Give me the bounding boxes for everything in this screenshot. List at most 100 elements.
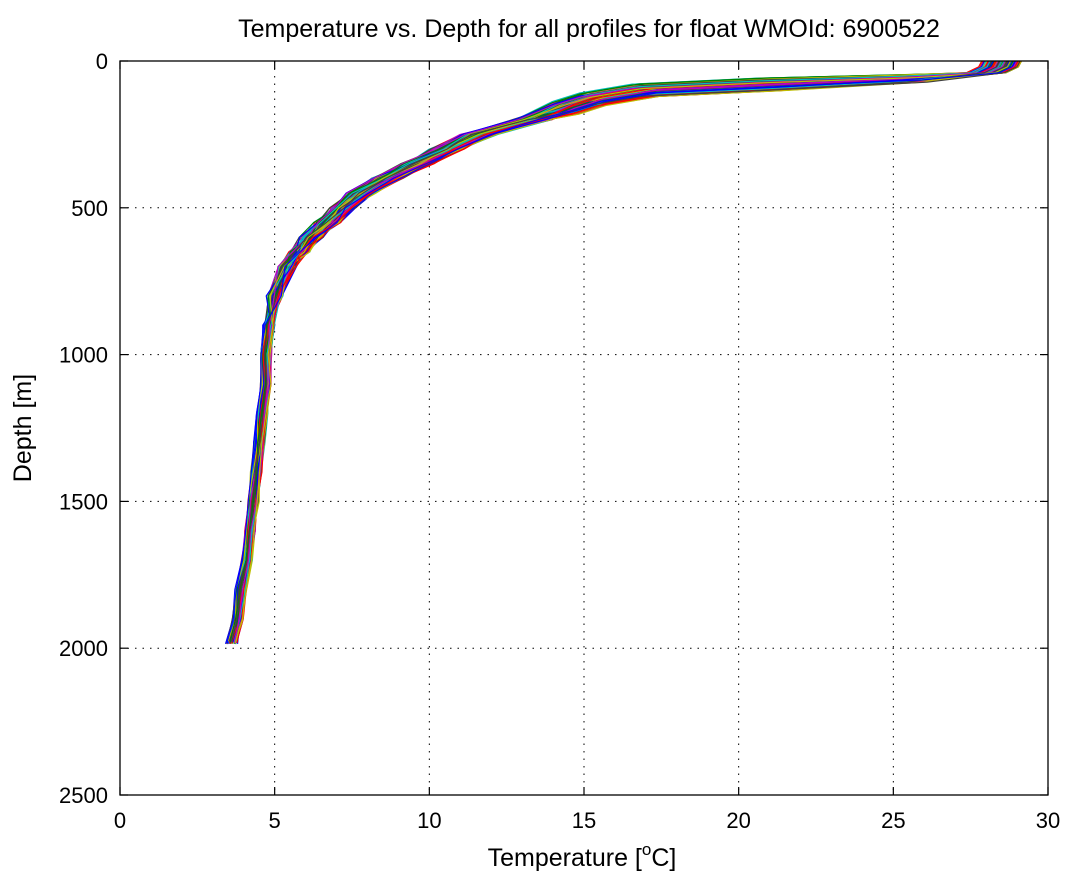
profile-line <box>235 60 993 641</box>
profile-line <box>234 60 1000 643</box>
profile-line <box>232 60 1008 644</box>
profile-line <box>227 60 999 644</box>
profile-line <box>229 60 996 643</box>
x-tick-label: 25 <box>881 808 905 833</box>
profile-line <box>231 60 996 644</box>
profile-line <box>226 60 993 645</box>
profile-line <box>230 60 984 643</box>
profile-line <box>229 60 1035 642</box>
profile-line <box>234 60 1015 645</box>
profile-line <box>236 60 1001 643</box>
profile-line <box>229 60 1021 643</box>
profile-line <box>227 60 1026 644</box>
profile-line <box>230 60 987 642</box>
y-tick-label: 1000 <box>59 343 108 368</box>
x-tick-label: 30 <box>1036 808 1060 833</box>
profile-line <box>232 60 1006 641</box>
x-axis-title: Temperature [oC] <box>488 840 677 872</box>
profile-line <box>233 60 1035 641</box>
profile-line <box>233 60 1015 643</box>
profile-line <box>235 60 1035 641</box>
profile-line <box>235 60 983 641</box>
y-tick-label: 1500 <box>59 489 108 514</box>
profile-line <box>234 60 998 643</box>
profile-line <box>231 60 1020 643</box>
profile-line <box>233 60 991 644</box>
profile-line <box>235 60 1005 645</box>
profile-line <box>233 60 1030 641</box>
x-tick-label: 0 <box>114 808 126 833</box>
chart-title: Temperature vs. Depth for all profiles f… <box>238 15 940 43</box>
profile-line <box>224 60 991 645</box>
profile-line <box>227 60 1027 645</box>
profile-line <box>228 60 1020 644</box>
profile-line <box>227 60 1023 642</box>
profile-line <box>235 60 989 643</box>
grid-layer <box>120 61 1048 795</box>
profile-line <box>233 60 999 643</box>
profile-line <box>232 60 997 643</box>
y-tick-label: 0 <box>96 49 108 74</box>
profile-line <box>228 60 998 641</box>
profile-line <box>225 60 1035 643</box>
profile-line <box>234 60 991 644</box>
profile-line <box>227 60 1014 642</box>
profile-line <box>228 60 997 644</box>
profile-line <box>233 60 992 644</box>
profile-line <box>232 60 1033 643</box>
profile-line <box>229 60 1034 643</box>
profile-line <box>227 60 992 644</box>
profile-line <box>236 60 996 641</box>
profile-line <box>228 60 986 642</box>
profile-line <box>232 60 1008 643</box>
x-tick-label: 15 <box>572 808 596 833</box>
profile-line <box>235 60 987 644</box>
profile-line <box>235 60 985 642</box>
profile-line <box>237 60 1014 644</box>
profile-line <box>232 60 994 643</box>
profile-line <box>235 60 1023 644</box>
profile-line <box>231 60 989 644</box>
profile-line <box>231 60 1001 643</box>
profile-line <box>230 60 1003 641</box>
profile-line <box>227 60 1000 645</box>
profile-line <box>232 60 993 641</box>
profile-line <box>227 60 991 644</box>
profile-line <box>229 60 1027 644</box>
profile-line <box>228 60 1020 642</box>
profile-line <box>230 60 993 643</box>
profile-line <box>229 60 1011 643</box>
profile-line <box>228 60 994 641</box>
profile-line <box>233 60 1011 642</box>
profile-line <box>227 60 1009 645</box>
profile-line <box>228 60 1018 643</box>
profile-line <box>225 60 1028 642</box>
profile-line <box>233 60 1018 643</box>
profile-line <box>236 60 983 644</box>
profile-line <box>230 60 995 642</box>
profile-line <box>229 60 1012 641</box>
profile-line <box>233 60 1019 643</box>
profile-line <box>235 60 1013 643</box>
x-axis-title-prefix: Temperature [ <box>488 844 642 872</box>
profile-line <box>229 60 986 642</box>
profile-line <box>228 60 998 642</box>
profile-line <box>230 60 1002 642</box>
x-tick-label: 20 <box>726 808 750 833</box>
profile-line <box>228 60 1034 644</box>
profiles-layer <box>224 60 1035 645</box>
profile-line <box>233 60 990 643</box>
profile-line <box>228 60 995 642</box>
profile-line <box>226 60 1006 643</box>
profile-line <box>235 60 1000 644</box>
x-axis-title-superscript: o <box>642 840 651 859</box>
x-tick-label: 5 <box>269 808 281 833</box>
y-tick-label: 500 <box>71 196 108 221</box>
profile-line <box>234 60 1001 641</box>
profile-line <box>231 60 996 644</box>
y-axis-title: Depth [m] <box>9 374 37 482</box>
profile-line <box>228 60 1003 642</box>
profile-line <box>227 60 991 643</box>
profile-line <box>233 60 1001 642</box>
profile-line <box>228 60 997 642</box>
